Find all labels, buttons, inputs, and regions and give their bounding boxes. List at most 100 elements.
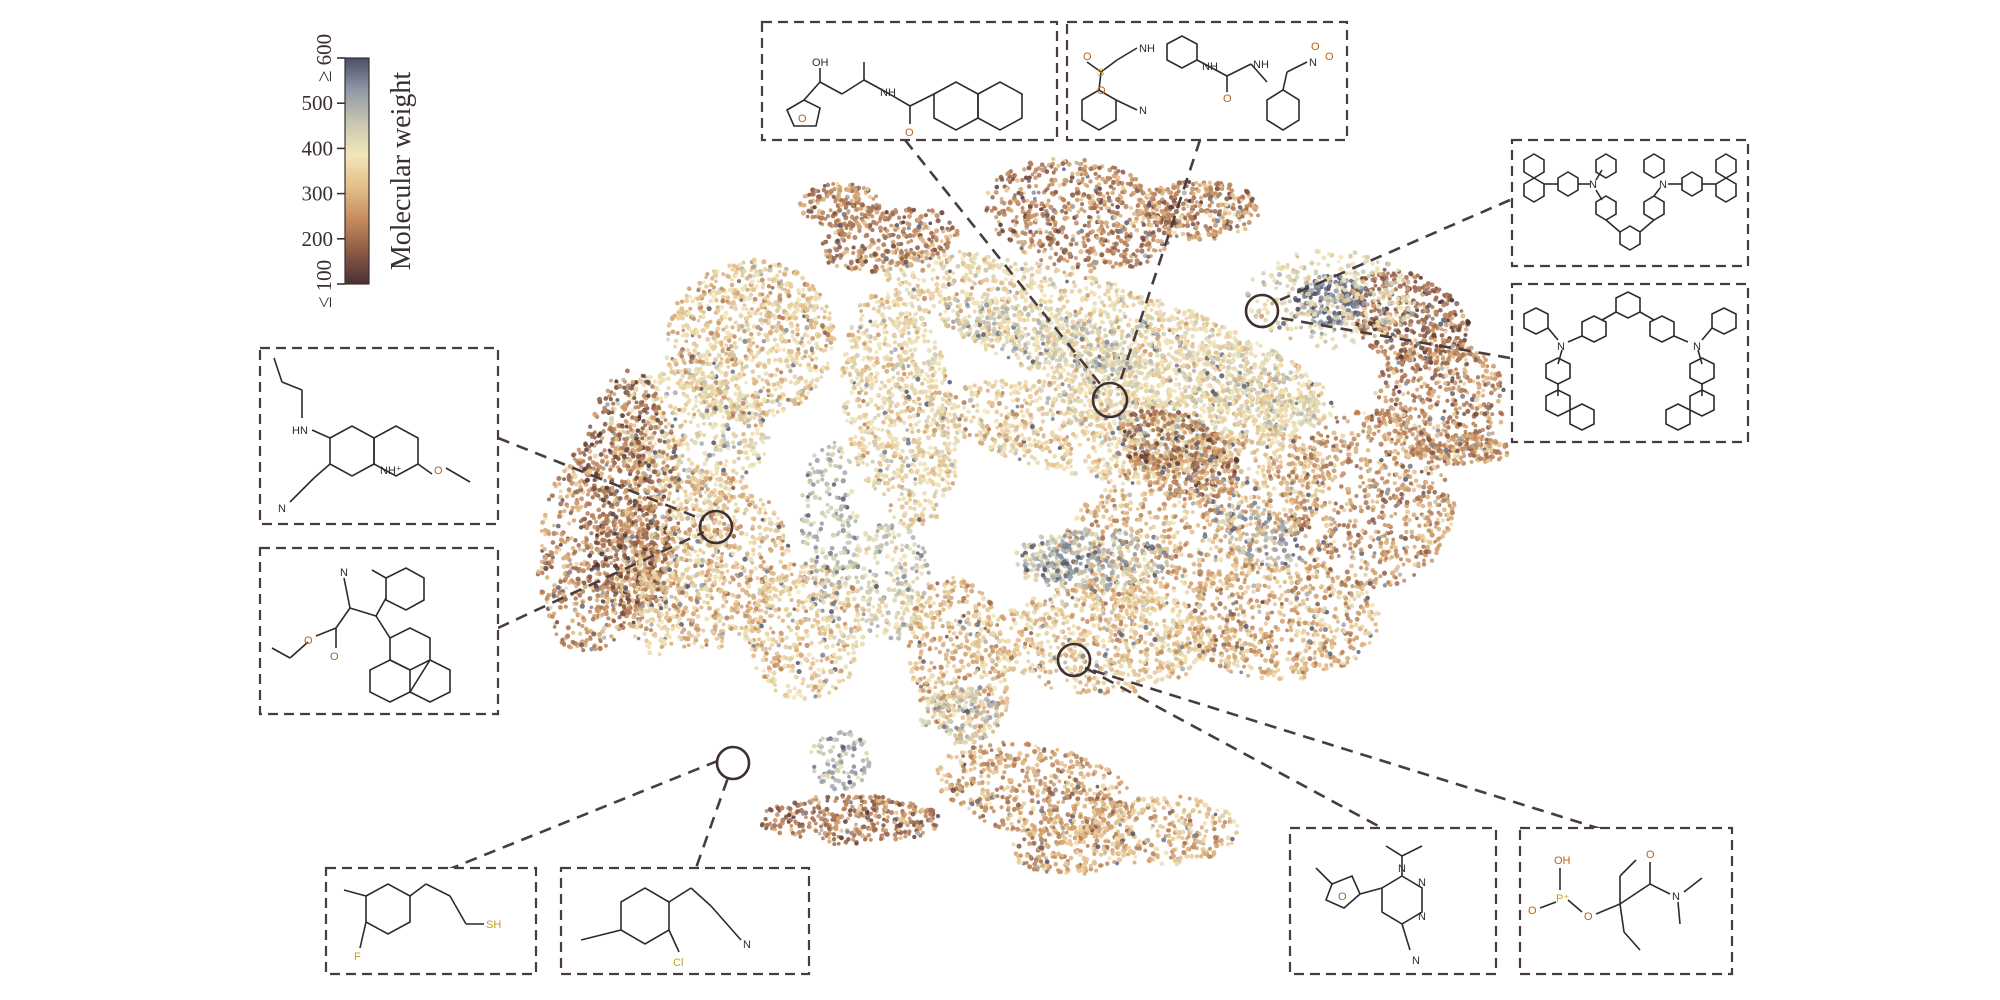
scatter-point	[869, 612, 874, 618]
scatter-point	[708, 330, 714, 336]
scatter-point	[937, 472, 942, 478]
scatter-point	[808, 295, 814, 301]
scatter-point	[850, 364, 856, 370]
scatter-point	[759, 580, 764, 585]
scatter-point	[666, 323, 671, 328]
scatter-point	[904, 601, 910, 607]
scatter-point	[775, 398, 780, 403]
scatter-point	[887, 408, 892, 413]
scatter-point	[589, 605, 594, 610]
scatter-point	[946, 425, 951, 430]
scatter-point	[742, 568, 747, 574]
scatter-point	[768, 583, 772, 587]
scatter-point	[865, 402, 870, 407]
scatter-point	[539, 529, 544, 533]
scatter-point	[812, 287, 816, 292]
scatter-point	[896, 483, 902, 489]
scatter-point	[1134, 318, 1139, 324]
scatter-point	[794, 308, 800, 314]
scatter-point	[612, 637, 616, 642]
scatter-point	[935, 275, 940, 280]
scatter-point	[921, 518, 926, 523]
scatter-point	[563, 576, 568, 582]
scatter-point	[711, 440, 717, 446]
scatter-point	[752, 296, 758, 302]
scatter-point	[708, 476, 713, 481]
scatter-point	[789, 323, 795, 329]
scatter-point	[899, 557, 903, 562]
scatter-point	[573, 596, 578, 601]
scatter-point	[542, 546, 547, 552]
scatter-point	[543, 554, 549, 560]
scatter-point	[751, 341, 756, 345]
scatter-point	[767, 314, 771, 319]
scatter-point	[889, 392, 895, 398]
scatter-point	[872, 615, 878, 621]
scatter-point	[858, 325, 863, 330]
scatter-point	[589, 531, 594, 536]
scatter-point	[911, 287, 917, 292]
scatter-point	[776, 643, 781, 648]
scatter-point	[790, 329, 795, 335]
scatter-point	[712, 615, 718, 621]
scatter-point	[707, 404, 712, 409]
scatter-point	[731, 362, 736, 368]
scatter-point	[779, 279, 783, 283]
scatter-point	[678, 378, 683, 382]
scatter-point	[575, 497, 579, 502]
scatter-point	[755, 431, 760, 436]
scatter-point	[908, 528, 913, 534]
scatter-point	[891, 422, 897, 428]
scatter-point	[785, 288, 791, 294]
scatter-point	[684, 394, 690, 399]
scatter-point	[752, 394, 758, 400]
scatter-point	[900, 600, 905, 605]
scatter-point	[745, 418, 750, 423]
scatter-point	[752, 415, 757, 420]
scatter-point	[656, 387, 661, 392]
scatter-point	[941, 275, 947, 280]
scatter-point	[914, 422, 919, 427]
scatter-point	[687, 375, 693, 380]
scatter-point	[917, 419, 922, 424]
scatter-point	[902, 325, 907, 330]
scatter-point	[910, 588, 915, 593]
scatter-point	[883, 323, 888, 328]
scatter-point	[755, 324, 761, 330]
scatter-point	[791, 695, 797, 700]
scatter-point	[714, 279, 718, 284]
scatter-point	[772, 315, 778, 321]
scatter-point	[557, 590, 562, 595]
scatter-point	[805, 617, 810, 622]
scatter-point	[1097, 284, 1102, 289]
scatter-point	[903, 511, 908, 516]
scatter-point	[763, 511, 768, 515]
scatter-point	[916, 396, 922, 402]
scatter-point	[813, 384, 818, 389]
scatter-point	[667, 607, 672, 612]
scatter-point	[872, 555, 877, 560]
scatter-point	[565, 504, 570, 509]
scatter-point	[699, 386, 704, 391]
scatter-point	[563, 554, 568, 558]
scatter-point	[825, 615, 831, 621]
scatter-point	[865, 333, 871, 339]
scatter-point	[888, 435, 894, 441]
scatter-point	[696, 301, 702, 307]
scatter-point	[902, 340, 908, 346]
scatter-point	[550, 555, 555, 560]
scatter-point	[731, 468, 736, 474]
scatter-point	[791, 580, 797, 586]
scatter-point	[809, 564, 814, 569]
scatter-point	[917, 447, 922, 453]
scatter-point	[945, 473, 951, 479]
scatter-point	[892, 334, 898, 339]
scatter-point	[606, 616, 611, 621]
scatter-point	[813, 320, 819, 326]
scatter-point	[914, 469, 920, 475]
scatter-point	[943, 455, 948, 460]
scatter-point	[709, 412, 714, 417]
scatter-point	[713, 482, 718, 487]
scatter-point	[891, 578, 896, 583]
scatter-point	[927, 499, 931, 504]
